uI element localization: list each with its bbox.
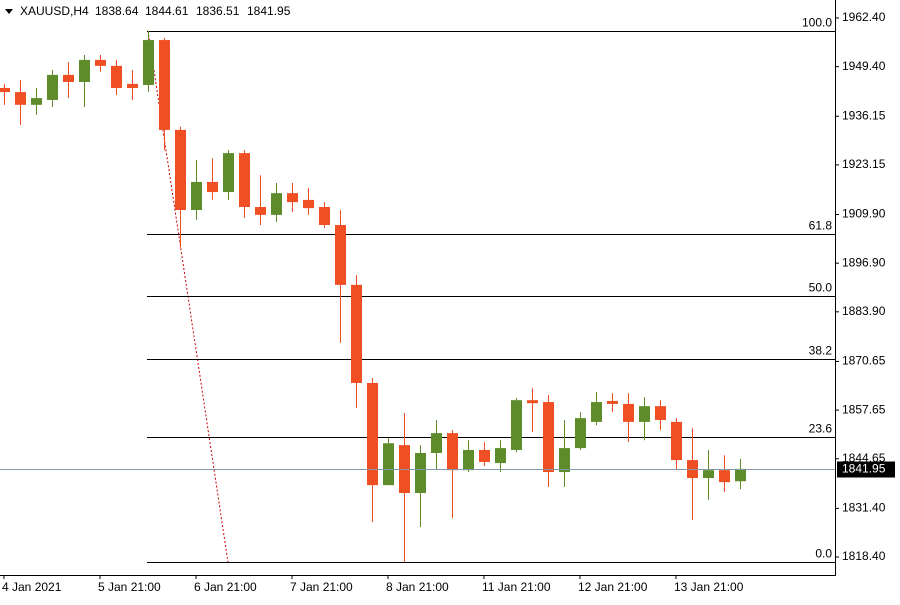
x-tick-label: 8 Jan 21:00 <box>386 580 449 594</box>
candle-body <box>271 193 282 215</box>
candle-body <box>47 74 58 100</box>
x-tick-label: 5 Jan 21:00 <box>98 580 161 594</box>
candle-body <box>191 181 202 211</box>
candle-body <box>735 468 746 482</box>
candle-body <box>655 406 666 421</box>
y-tick-label: 1909.90 <box>842 207 886 221</box>
ohlc-close: 1841.95 <box>247 4 291 18</box>
candle-body <box>527 400 538 404</box>
candle-body <box>207 181 218 193</box>
candle-body <box>31 98 42 105</box>
candle-body <box>127 83 138 88</box>
candle-body <box>255 207 266 215</box>
candle-body <box>671 421 682 461</box>
candle-body <box>447 433 458 471</box>
candle-body <box>63 74 74 82</box>
y-tick-label: 1870.65 <box>842 354 886 368</box>
fib-level-label: 38.2 <box>809 344 833 358</box>
y-tick-label: 1883.90 <box>842 304 886 318</box>
candle-body <box>607 400 618 404</box>
candle-body <box>303 199 314 209</box>
candle-body <box>511 400 522 450</box>
x-tick-label: 13 Jan 21:00 <box>674 580 744 594</box>
candle-body <box>319 207 330 225</box>
chart-title: XAUUSD,H4 <box>20 4 89 18</box>
x-tick-label: 6 Jan 21:00 <box>194 580 257 594</box>
current-price-label: 1841.95 <box>842 462 886 476</box>
x-tick-label: 7 Jan 21:00 <box>290 580 353 594</box>
candle-body <box>559 448 570 473</box>
candle-body <box>591 402 602 422</box>
candle-body <box>143 40 154 85</box>
candle-body <box>575 418 586 449</box>
candle-body <box>495 448 506 464</box>
candle-body <box>623 403 634 422</box>
y-tick-label: 1949.40 <box>842 59 886 73</box>
candle-body <box>79 59 90 82</box>
candle-body <box>239 153 250 208</box>
current-price-box <box>837 461 895 478</box>
candle-body <box>335 224 346 285</box>
candle-body <box>719 470 730 483</box>
candle-body <box>351 284 362 383</box>
y-tick-label: 1818.40 <box>842 549 886 563</box>
fib-level-label: 61.8 <box>809 219 833 233</box>
ohlc-open: 1838.64 <box>95 4 139 18</box>
candle-body <box>431 433 442 453</box>
candle-body <box>367 382 378 486</box>
y-tick-label: 1936.15 <box>842 108 886 122</box>
candle-body <box>543 402 554 473</box>
candle-body <box>463 449 474 471</box>
candle-body <box>0 87 10 93</box>
y-tick-label: 1962.40 <box>842 10 886 24</box>
y-tick-label: 1831.40 <box>842 501 886 515</box>
ohlc-low: 1836.51 <box>196 4 240 18</box>
candle-body <box>223 153 234 193</box>
x-tick-label: 12 Jan 21:00 <box>578 580 648 594</box>
candle-body <box>111 65 122 88</box>
candle-body <box>383 443 394 486</box>
x-tick-label: 11 Jan 21:00 <box>482 580 551 594</box>
candle-body <box>639 406 650 422</box>
candle-body <box>703 470 714 479</box>
candle-body <box>287 193 298 203</box>
candle-body <box>175 129 186 211</box>
x-tick-label: 4 Jan 2021 <box>2 580 62 594</box>
y-tick-label: 1896.90 <box>842 255 886 269</box>
candle-body <box>95 59 106 66</box>
menu-triangle[interactable] <box>5 9 13 14</box>
y-tick-label: 1844.65 <box>842 451 886 465</box>
candle-body <box>15 92 26 105</box>
candle-body <box>479 449 490 462</box>
candle-body <box>159 40 170 130</box>
fib-level-label: 50.0 <box>809 281 833 295</box>
y-tick-label: 1923.15 <box>842 157 886 171</box>
fib-level-label: 23.6 <box>809 422 833 436</box>
fib-level-label: 100.0 <box>802 16 832 30</box>
ohlc-high: 1844.61 <box>145 4 189 18</box>
fib-level-label: 0.0 <box>815 547 832 561</box>
candle-body <box>415 452 426 494</box>
y-tick-label: 1857.65 <box>842 402 886 416</box>
